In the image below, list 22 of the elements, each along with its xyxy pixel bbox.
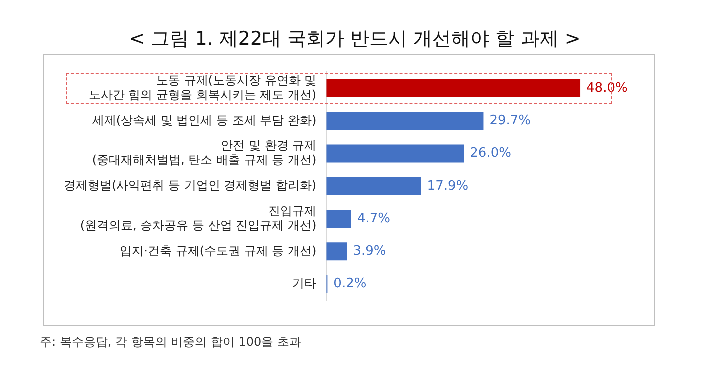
y-tick-label: 기타 xyxy=(292,276,317,290)
data-label: 3.9% xyxy=(353,244,386,260)
y-tick-label: 안전 및 환경 규제 (중대재해처벌법, 탄소 배출 규제 등 개선) xyxy=(92,138,317,168)
data-label: 4.7% xyxy=(357,211,391,226)
text: 주: 복수응답, 각 항목의 비중의 합이 100을 초과 xyxy=(40,334,302,351)
bar xyxy=(326,242,348,261)
bar xyxy=(326,210,352,228)
data-label: 26.0% xyxy=(470,146,512,162)
bar xyxy=(326,177,422,196)
y-tick-label: 진입규제 (원격의료, 승차공유 등 산업 진입규제 개선) xyxy=(80,204,317,232)
bar xyxy=(326,112,484,130)
y-tick-label: 세제(상속세 및 법인세 등 조세 부담 완화) xyxy=(92,113,317,128)
data-label: 0.2% xyxy=(334,276,367,292)
bar xyxy=(326,144,464,163)
chart-title: < 그림 1. 제22대 국회가 반드시 개선해야 할 과제 > xyxy=(128,27,582,52)
y-tick-label: 노동 규제(노동시장 유연화 및 노사간 힘의 균형을 회복시키는 제도 개선) xyxy=(88,73,317,102)
y-tick-label: 경제형벌(사익편취 등 기업인 경제형벌 합리화) xyxy=(64,178,317,193)
data-label: 48.0% xyxy=(586,80,628,96)
data-label: 17.9% xyxy=(427,178,469,194)
bar xyxy=(326,80,581,98)
y-tick-label: 입지·건축 규제(수도권 규제 등 개선) xyxy=(120,244,317,258)
data-label: 29.7% xyxy=(490,114,532,129)
